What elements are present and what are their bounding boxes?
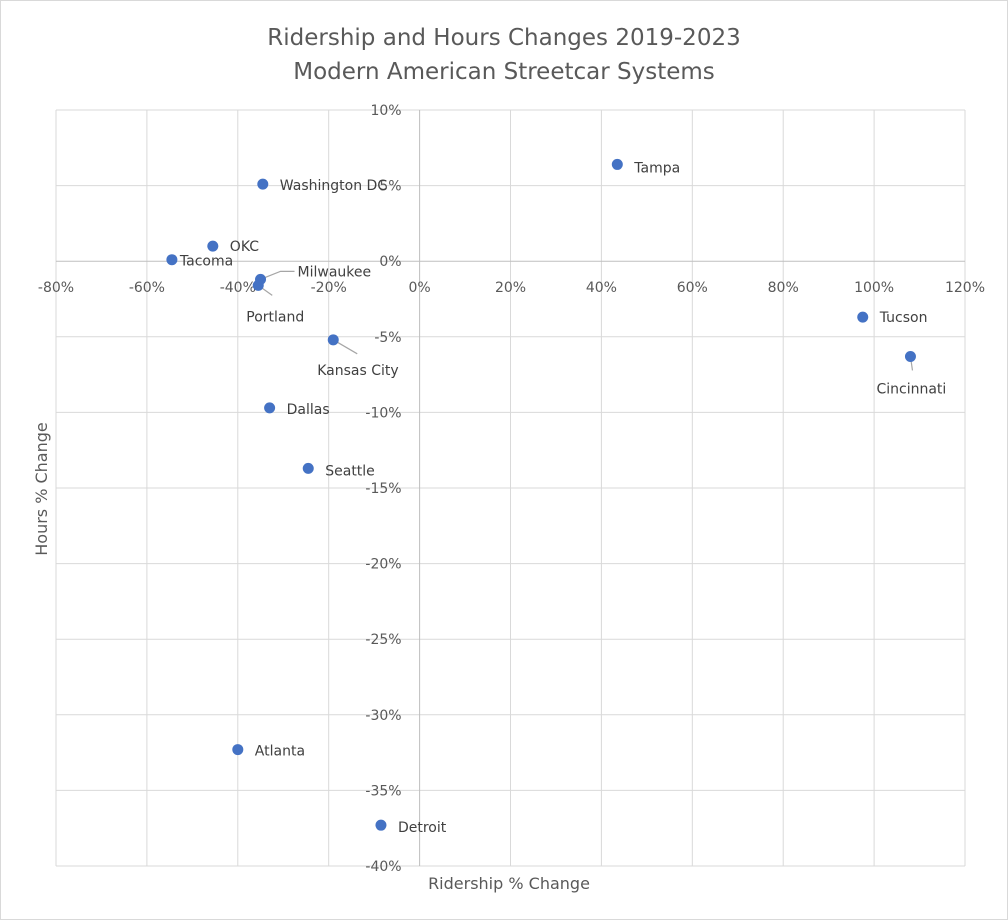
data-label: Seattle <box>325 463 375 479</box>
x-axis-title: Ridership % Change <box>428 874 590 893</box>
x-tick-label: 60% <box>677 280 708 296</box>
data-point[interactable] <box>904 350 916 362</box>
data-point[interactable] <box>375 819 387 831</box>
data-point[interactable] <box>302 462 314 474</box>
y-tick-label: -15% <box>365 481 401 497</box>
data-label: Tucson <box>879 310 928 326</box>
label-leader-line <box>260 270 295 280</box>
tick-labels: -80% -60% -40% -20% 0% 20% 40% 60% 80% 100% 120% -4… <box>38 103 985 875</box>
data-point[interactable] <box>857 311 869 323</box>
x-tick-label: 0% <box>408 280 430 296</box>
x-tick-label: 100% <box>854 280 894 296</box>
data-label: Cincinnati <box>876 381 946 397</box>
data-point[interactable] <box>232 744 244 756</box>
x-tick-label: 120% <box>945 280 985 296</box>
data-label: Milwaukee <box>298 264 372 280</box>
data-label: Atlanta <box>255 744 305 760</box>
axes <box>56 110 965 866</box>
y-tick-label: -40% <box>365 859 401 875</box>
data-label: Detroit <box>398 820 447 836</box>
data-label: Portland <box>246 309 304 325</box>
y-tick-label: -35% <box>365 783 401 799</box>
x-tick-label: -20% <box>311 280 347 296</box>
data-point[interactable] <box>166 254 178 266</box>
chart-title-line-1: Ridership and Hours Changes 2019-2023 <box>267 25 740 51</box>
data-label: Dallas <box>287 402 330 418</box>
y-tick-label: 5% <box>379 179 401 195</box>
data-label: Washington DC <box>280 178 388 194</box>
data-point[interactable] <box>611 158 623 170</box>
data-label: Tacoma <box>179 254 233 270</box>
data-point[interactable] <box>207 240 219 252</box>
data-points <box>166 158 916 831</box>
x-tick-label: 20% <box>495 280 526 296</box>
x-tick-label: -80% <box>38 280 74 296</box>
data-point[interactable] <box>264 402 276 414</box>
data-point[interactable] <box>252 279 264 291</box>
data-label: Kansas City <box>317 363 398 379</box>
y-tick-label: -10% <box>365 405 401 421</box>
x-tick-label: 40% <box>586 280 617 296</box>
x-tick-label: 80% <box>768 280 799 296</box>
y-tick-label: -20% <box>365 557 401 573</box>
data-label: Tampa <box>633 160 680 176</box>
gridlines <box>55 109 966 867</box>
data-label: OKC <box>230 239 259 255</box>
y-axis-title: Hours % Change <box>32 422 51 556</box>
data-point[interactable] <box>327 334 339 346</box>
y-tick-label: -5% <box>374 330 401 346</box>
y-tick-label: -30% <box>365 708 401 724</box>
chart-title-line-2: Modern American Streetcar Systems <box>293 59 715 85</box>
data-point[interactable] <box>257 178 269 190</box>
x-tick-label: -40% <box>220 280 256 296</box>
x-tick-label: -60% <box>129 280 165 296</box>
y-tick-label: -25% <box>365 632 401 648</box>
y-tick-label: 10% <box>370 103 401 119</box>
y-tick-label: 0% <box>379 254 401 270</box>
